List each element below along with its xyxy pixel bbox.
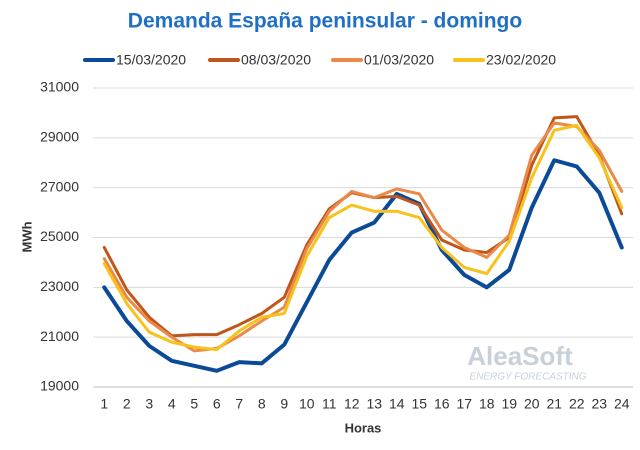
- x-tick-label: 22: [569, 396, 585, 412]
- y-tick-label: 21000: [40, 328, 79, 344]
- x-tick-label: 11: [322, 396, 337, 412]
- y-tick-label: 25000: [40, 228, 79, 244]
- y-tick-label: 27000: [40, 178, 79, 194]
- x-tick-label: 6: [213, 396, 221, 412]
- y-tick-label: 29000: [40, 129, 79, 145]
- legend-label: 08/03/2020: [241, 52, 311, 68]
- y-tick-label: 23000: [40, 278, 79, 294]
- x-tick-label: 18: [479, 396, 495, 412]
- x-tick-label: 3: [145, 396, 153, 412]
- x-tick-label: 15: [411, 396, 427, 412]
- x-tick-label: 9: [280, 396, 288, 412]
- x-tick-label: 23: [591, 396, 607, 412]
- chart-title: Demanda España peninsular - domingo: [128, 10, 522, 33]
- series-line: [102, 158, 624, 373]
- x-tick-label: 4: [168, 396, 176, 412]
- x-tick-label: 20: [524, 396, 540, 412]
- legend-label: 23/02/2020: [486, 52, 556, 68]
- x-tick-label: 10: [299, 396, 315, 412]
- x-tick-label: 24: [614, 396, 630, 412]
- series-line: [102, 121, 624, 353]
- x-tick-label: 12: [344, 396, 360, 412]
- legend-label: 01/03/2020: [364, 52, 434, 68]
- x-tick-label: 2: [123, 396, 131, 412]
- x-tick-label: 16: [434, 396, 450, 412]
- x-axis-label: Horas: [345, 420, 382, 435]
- x-tick-label: 1: [100, 396, 108, 412]
- x-tick-label: 8: [258, 396, 266, 412]
- x-tick-label: 14: [389, 396, 405, 412]
- x-tick-label: 19: [501, 396, 517, 412]
- y-tick-label: 31000: [40, 79, 79, 95]
- legend-label: 15/03/2020: [116, 52, 186, 68]
- x-tick-label: 13: [366, 396, 382, 412]
- watermark: AleaSoft: [467, 341, 573, 371]
- x-tick-label: 21: [546, 396, 562, 412]
- x-tick-label: 5: [190, 396, 198, 412]
- y-tick-label: 19000: [40, 378, 79, 394]
- y-axis-label: MWh: [19, 221, 34, 252]
- x-tick-label: 17: [456, 396, 472, 412]
- watermark-tagline: ENERGY FORECASTING: [469, 372, 586, 383]
- x-tick-label: 7: [235, 396, 243, 412]
- series-line: [102, 123, 624, 352]
